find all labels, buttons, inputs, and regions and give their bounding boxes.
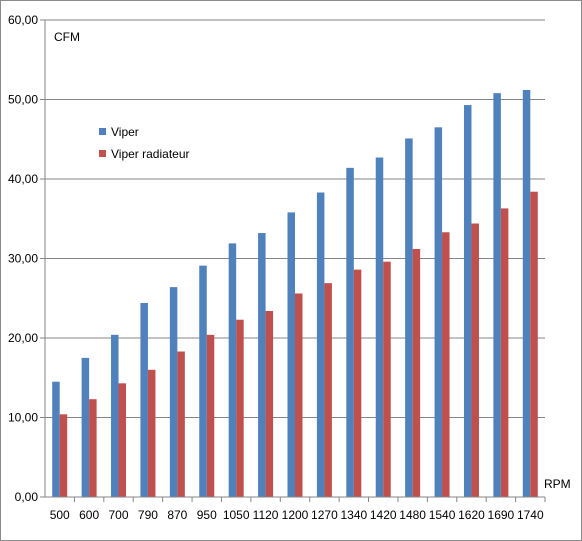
x-tick-label: 950 [197,508,217,522]
bar-viper-radiateur [353,269,362,497]
y-tick-label: 60,00 [8,13,38,27]
x-tick-label: 1340 [340,508,367,522]
bar-viper-radiateur [147,369,156,497]
x-tick-label: 1690 [488,508,515,522]
bar-viper-radiateur [59,414,68,497]
legend-swatch-viper-radiateur [99,150,106,157]
x-tick-label: 500 [50,508,70,522]
x-tick-label: 1200 [282,508,309,522]
bar-viper-radiateur [324,283,332,497]
x-tick-label: 1420 [370,508,397,522]
bar-viper [199,265,207,497]
bar-viper [169,287,178,497]
x-tick-label: 1620 [458,508,485,522]
bar-viper-radiateur [265,310,274,497]
bar-viper-radiateur [295,293,303,497]
y-tick-labels: 0,00 10,00 20,00 30,00 40,00 50,00 60,00 [8,13,38,504]
x-tick-label: 1540 [429,508,456,522]
bar-viper [52,381,60,497]
x-tick-label: 1740 [517,508,544,522]
bar-viper [316,192,325,497]
x-tick-label: 1270 [311,508,338,522]
bar-viper-radiateur [471,223,479,497]
legend-label-viper-radiateur: Viper radiateur [111,147,190,161]
bar-viper [228,243,237,497]
bar-viper-radiateur [206,334,215,497]
bar-viper-radiateur [89,399,97,497]
y-tick-label: 0,00 [15,490,39,504]
legend-label-viper: Viper [111,125,139,139]
x-tick-label: 600 [79,508,99,522]
x-tick-label: 870 [167,508,187,522]
bar-viper-radiateur [442,232,450,497]
bar-viper-radiateur [177,351,185,497]
bar-viper [111,334,119,497]
bar-viper [346,167,354,497]
x-tick-label: 1480 [399,508,426,522]
y-tick-label: 50,00 [8,93,38,107]
y-tick-label: 20,00 [8,331,38,345]
bar-viper-radiateur [500,208,509,498]
bar-viper-radiateur [530,191,538,497]
bar-viper [522,89,531,498]
bar-viper [434,127,443,497]
bar-viper [463,105,472,497]
y-tick-label: 30,00 [8,252,38,266]
axes [40,19,546,502]
bar-viper-radiateur [236,319,244,497]
legend-swatch-viper [99,128,106,135]
bar-viper [375,157,384,497]
y-tick-label: 40,00 [8,172,38,186]
x-tick-label: 790 [138,508,158,522]
bar-viper [287,212,295,497]
legend: Viper Viper radiateur [99,125,190,161]
bar-viper-radiateur [118,383,127,497]
bar-viper [81,357,90,497]
bar-viper [258,233,266,497]
x-tick-label: 1120 [253,508,279,522]
y-axis-title: CFM [54,30,80,44]
x-tick-label: 1050 [223,508,250,522]
bar-viper-radiateur [412,248,421,497]
x-axis-title: RPM [544,477,571,491]
bar-viper [493,93,501,497]
bar-viper [405,138,413,497]
bars [52,89,538,498]
x-tick-label: 700 [109,508,129,522]
y-tick-label: 10,00 [8,411,38,425]
x-tick-labels: 500 600 700 790 870 950 1050 1120 1200 1270 1340 14… [50,508,544,522]
bar-viper-radiateur [383,261,391,497]
bar-viper [140,303,148,497]
